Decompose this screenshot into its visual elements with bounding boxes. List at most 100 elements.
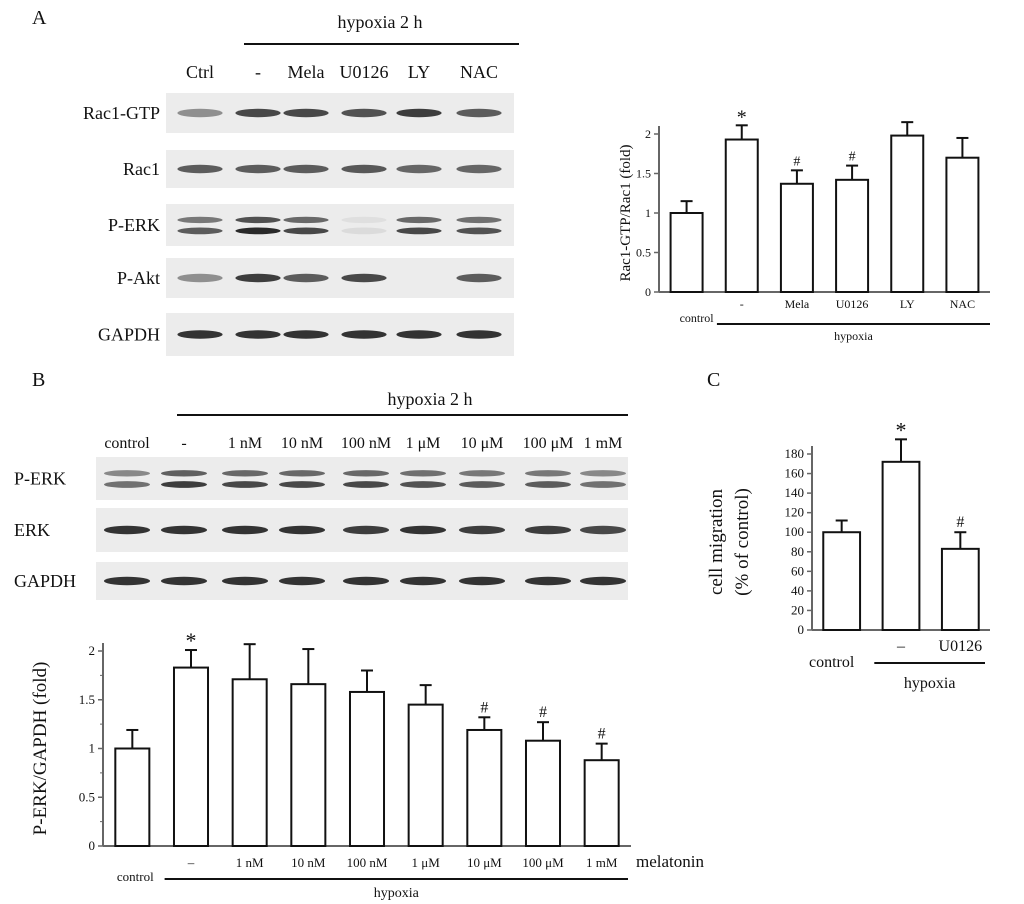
y-axis-label: Rac1-GTP/Rac1 (fold) (618, 144, 634, 281)
blot-band (579, 481, 627, 488)
bar (945, 156, 980, 293)
blot-band (524, 576, 572, 586)
lane-label: control (104, 435, 150, 452)
blot-band (103, 576, 151, 586)
significance-hash: # (849, 150, 856, 165)
lane-label: LY (408, 62, 430, 82)
x-tick-label: Mela (785, 297, 810, 311)
bar (881, 460, 921, 632)
y-axis-label: cell migration (706, 488, 727, 595)
y-tick-label: 1.5 (636, 167, 651, 181)
y-tick-label: 180 (785, 446, 805, 461)
bar (940, 547, 980, 631)
significance-hash: # (956, 514, 964, 531)
y-tick-label: 80 (791, 544, 804, 559)
panel-label-b: B (32, 369, 45, 391)
blot-band (396, 330, 442, 339)
blot-band (221, 576, 269, 586)
bar (779, 182, 814, 294)
lane-label: 10 nM (281, 435, 323, 452)
blot-band (221, 470, 269, 477)
blot-band (235, 216, 281, 224)
x-tick-label: 100 μM (522, 855, 564, 870)
blot-band (341, 227, 387, 235)
blot-band (524, 481, 572, 488)
lane-label: - (255, 62, 261, 82)
panel-label-a: A (32, 7, 47, 29)
blot-band (278, 576, 326, 586)
blot-band (341, 216, 387, 224)
blot-band (283, 330, 329, 339)
bar (583, 759, 620, 848)
significance-star: * (186, 628, 197, 653)
western-blot-b: hypoxia 2 h control - 1 nM 10 nM 100 nM 1 μM 10… (14, 389, 628, 600)
blot-band (456, 227, 502, 235)
y-tick-label: 60 (791, 563, 804, 578)
lane-label: Ctrl (186, 62, 214, 82)
significance-star: * (896, 417, 907, 442)
blot-band (399, 470, 447, 477)
blot-band (399, 525, 447, 535)
significance-star: * (737, 106, 747, 128)
blot-band (399, 576, 447, 586)
group-label: hypoxia (904, 675, 956, 692)
x-tick-label: 1 μM (412, 855, 441, 870)
x-tick-label: 10 μM (467, 855, 502, 870)
bar (524, 739, 562, 848)
blot-band (341, 273, 387, 283)
blot-band (235, 330, 281, 339)
blot-band (103, 481, 151, 488)
significance-hash: # (793, 154, 800, 169)
blot-band (177, 273, 223, 283)
bar (407, 703, 444, 847)
blot-band (283, 227, 329, 235)
x-tick-label: – (187, 855, 195, 870)
significance-hash: # (598, 726, 606, 743)
bar (231, 678, 268, 848)
blot-band (103, 470, 151, 477)
blot-band (524, 470, 572, 477)
blot-band (524, 525, 572, 535)
y-tick-label: 160 (785, 466, 805, 481)
y-tick-label: 100 (785, 524, 805, 539)
lane-label: 1 μM (406, 435, 441, 452)
bar (172, 666, 210, 848)
blot-band (235, 273, 281, 283)
blot-band (341, 108, 387, 118)
y-tick-label: 2 (89, 643, 96, 658)
x-tick-label: 100 nM (347, 855, 388, 870)
blot-row-label: P-ERK (14, 469, 66, 489)
blot-band (456, 273, 502, 283)
blot-row-label: GAPDH (14, 571, 76, 591)
x-tick-label: – (896, 638, 906, 655)
y-tick-label: 0.5 (636, 246, 651, 260)
blot-band (160, 470, 208, 477)
blot-row-label: Rac1 (123, 159, 160, 179)
x-tick-label: control (117, 869, 154, 884)
x-tick-label: control (680, 311, 715, 325)
western-blot-a: hypoxia 2 h Ctrl - Mela U0126 LY NAC Rac1-GTP Ra… (83, 12, 519, 356)
y-tick-label: 2 (645, 127, 651, 141)
y-tick-label: 120 (785, 505, 805, 520)
bar (466, 728, 503, 847)
bar (348, 690, 386, 848)
blot-row-label: P-Akt (117, 268, 160, 288)
bar (114, 747, 151, 847)
bar (669, 212, 704, 293)
x-tick-label: 1 mM (586, 855, 618, 870)
blot-band (342, 481, 390, 488)
y-tick-label: 0 (798, 622, 805, 637)
blot-band (160, 576, 208, 586)
x-tick-label: - (740, 297, 744, 311)
panel-label-c: C (707, 369, 720, 391)
blot-band (456, 216, 502, 224)
blot-band (235, 164, 281, 174)
blot-row-label: Rac1-GTP (83, 103, 160, 123)
bar (890, 134, 925, 293)
y-tick-label: 0 (89, 838, 96, 853)
blot-band (342, 576, 390, 586)
blot-band (177, 227, 223, 235)
y-axis-label: P-ERK/GAPDH (fold) (30, 662, 51, 836)
blot-band (579, 525, 627, 535)
blot-membrane (166, 93, 514, 133)
